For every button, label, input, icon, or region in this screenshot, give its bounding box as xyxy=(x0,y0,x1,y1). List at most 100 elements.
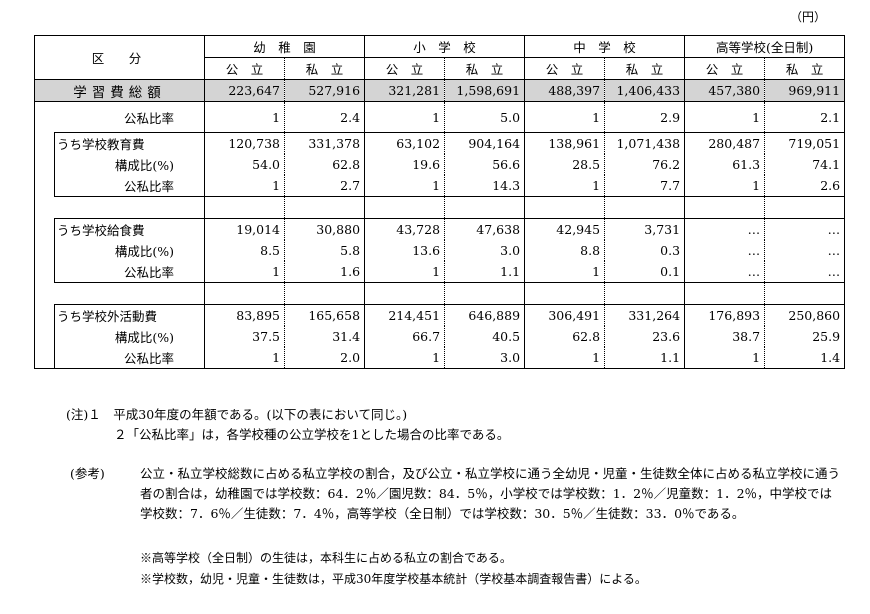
total-ratio-label: 公私比率 xyxy=(33,101,205,133)
ratio-label: 公私比率 xyxy=(53,347,205,369)
type-header: 公 立 xyxy=(524,57,605,80)
group-title: うち学校外活動費 xyxy=(53,304,205,326)
type-header: 公 立 xyxy=(204,57,285,80)
spacer-cell xyxy=(284,282,365,305)
total-value: 1,406,433 xyxy=(604,79,685,102)
spacer-cell xyxy=(684,282,765,305)
comp-label: 構成比(%) xyxy=(53,154,205,175)
comp-value: 54.0 xyxy=(204,154,285,175)
comp-value: 5.8 xyxy=(284,240,365,261)
comp-value: 31.4 xyxy=(284,326,365,347)
spacer-cell xyxy=(684,196,765,219)
total-ratio-value: 2.4 xyxy=(284,101,365,133)
spacer-cell xyxy=(764,282,846,305)
ratio-value: 2.0 xyxy=(284,347,365,369)
spacer-cell xyxy=(764,196,846,219)
left-margin-cell xyxy=(34,304,55,326)
group-value: 306,491 xyxy=(524,304,605,326)
type-header: 私 立 xyxy=(444,57,525,80)
ratio-value: 1 xyxy=(684,175,765,197)
school-header: 小 学 校 xyxy=(364,35,525,58)
comp-label: 構成比(%) xyxy=(53,240,205,261)
spacer-cell xyxy=(55,197,205,219)
spacer-cell xyxy=(55,283,205,305)
total-value: 223,647 xyxy=(204,79,285,102)
group-value: 43,728 xyxy=(364,218,445,240)
type-header: 私 立 xyxy=(604,57,685,80)
spacer-cell xyxy=(524,282,605,305)
group-value: 904,164 xyxy=(444,132,525,154)
ratio-value: 1.1 xyxy=(444,261,525,283)
ratio-value: 1 xyxy=(524,175,605,197)
comp-value: 40.5 xyxy=(444,326,525,347)
total-value: 1,598,691 xyxy=(444,79,525,102)
ratio-value: 1 xyxy=(524,261,605,283)
category-header: 区 分 xyxy=(33,35,205,80)
reference-note-1: ※高等学校（全日制）の生徒は，本科生に占める私立の割合である。 xyxy=(140,551,512,565)
comp-value: 8.8 xyxy=(524,240,605,261)
comp-value: 66.7 xyxy=(364,326,445,347)
ratio-value: 1.1 xyxy=(604,347,685,369)
school-header: 中 学 校 xyxy=(524,35,685,58)
spacer-cell xyxy=(604,282,685,305)
total-value: 969,911 xyxy=(764,79,846,102)
spacer-cell xyxy=(284,196,365,219)
group-value: 47,638 xyxy=(444,218,525,240)
group-value: 1,071,438 xyxy=(604,132,685,154)
group-value: 63,102 xyxy=(364,132,445,154)
group-value: 719,051 xyxy=(764,132,846,154)
total-ratio-value: 2.1 xyxy=(764,101,846,133)
type-header: 公 立 xyxy=(684,57,765,80)
ratio-value: 1.6 xyxy=(284,261,365,283)
total-value: 321,281 xyxy=(364,79,445,102)
total-value: 457,380 xyxy=(684,79,765,102)
total-value: 488,397 xyxy=(524,79,605,102)
spacer-cell xyxy=(364,196,445,219)
comp-value: 56.6 xyxy=(444,154,525,175)
comp-value: 23.6 xyxy=(604,326,685,347)
group-value: 250,860 xyxy=(764,304,846,326)
comp-value: 74.1 xyxy=(764,154,846,175)
group-value: 280,487 xyxy=(684,132,765,154)
left-margin-cell xyxy=(34,132,55,154)
comp-label: 構成比(%) xyxy=(53,326,205,347)
total-ratio-value: 2.9 xyxy=(604,101,685,133)
type-header: 私 立 xyxy=(284,57,365,80)
ratio-value: 1 xyxy=(204,175,285,197)
reference-text: 公立・私立学校総数に占める私立学校の割合，及び公立・私立学校に通う全幼児・児童・… xyxy=(140,466,841,521)
total-ratio-value: 1 xyxy=(364,101,445,133)
spacer-cell xyxy=(204,196,285,219)
ratio-value: 1 xyxy=(684,347,765,369)
left-margin-cell xyxy=(34,282,55,305)
ratio-value: 1 xyxy=(204,347,285,369)
ratio-label: 公私比率 xyxy=(53,175,205,197)
left-margin-cell xyxy=(34,326,55,347)
group-value: 165,658 xyxy=(284,304,365,326)
comp-value: 62.8 xyxy=(284,154,365,175)
reference-note-2: ※学校数，幼児・児童・生徒数は，平成30年度学校基本統計（学校基本調査報告書）に… xyxy=(140,572,647,586)
group-value: 176,893 xyxy=(684,304,765,326)
ratio-value: 1 xyxy=(364,261,445,283)
school-header: 幼 稚 園 xyxy=(204,35,365,58)
group-value: 3,731 xyxy=(604,218,685,240)
group-value: … xyxy=(764,218,846,240)
ratio-value: 2.7 xyxy=(284,175,365,197)
type-header: 私 立 xyxy=(764,57,846,80)
comp-value: 25.9 xyxy=(764,326,846,347)
group-value: 214,451 xyxy=(364,304,445,326)
comp-value: 28.5 xyxy=(524,154,605,175)
total-ratio-value: 1 xyxy=(204,101,285,133)
total-ratio-value: 5.0 xyxy=(444,101,525,133)
group-title: うち学校給食費 xyxy=(53,218,205,240)
comp-value: 3.0 xyxy=(444,240,525,261)
ratio-value: 1 xyxy=(524,347,605,369)
expense-table: 区 分幼 稚 園小 学 校中 学 校高等学校(全日制) 公 立私 立公 立私 立公… xyxy=(33,35,846,369)
left-margin-cell xyxy=(34,240,55,261)
note-2: ２「公私比率」は，各学校種の公立学校を1とした場合の比率である。 xyxy=(114,427,510,442)
comp-value: 76.2 xyxy=(604,154,685,175)
unit-label: （円） xyxy=(789,10,826,24)
group-value: 646,889 xyxy=(444,304,525,326)
left-margin-cell xyxy=(34,154,55,175)
total-value: 527,916 xyxy=(284,79,365,102)
comp-value: 8.5 xyxy=(204,240,285,261)
